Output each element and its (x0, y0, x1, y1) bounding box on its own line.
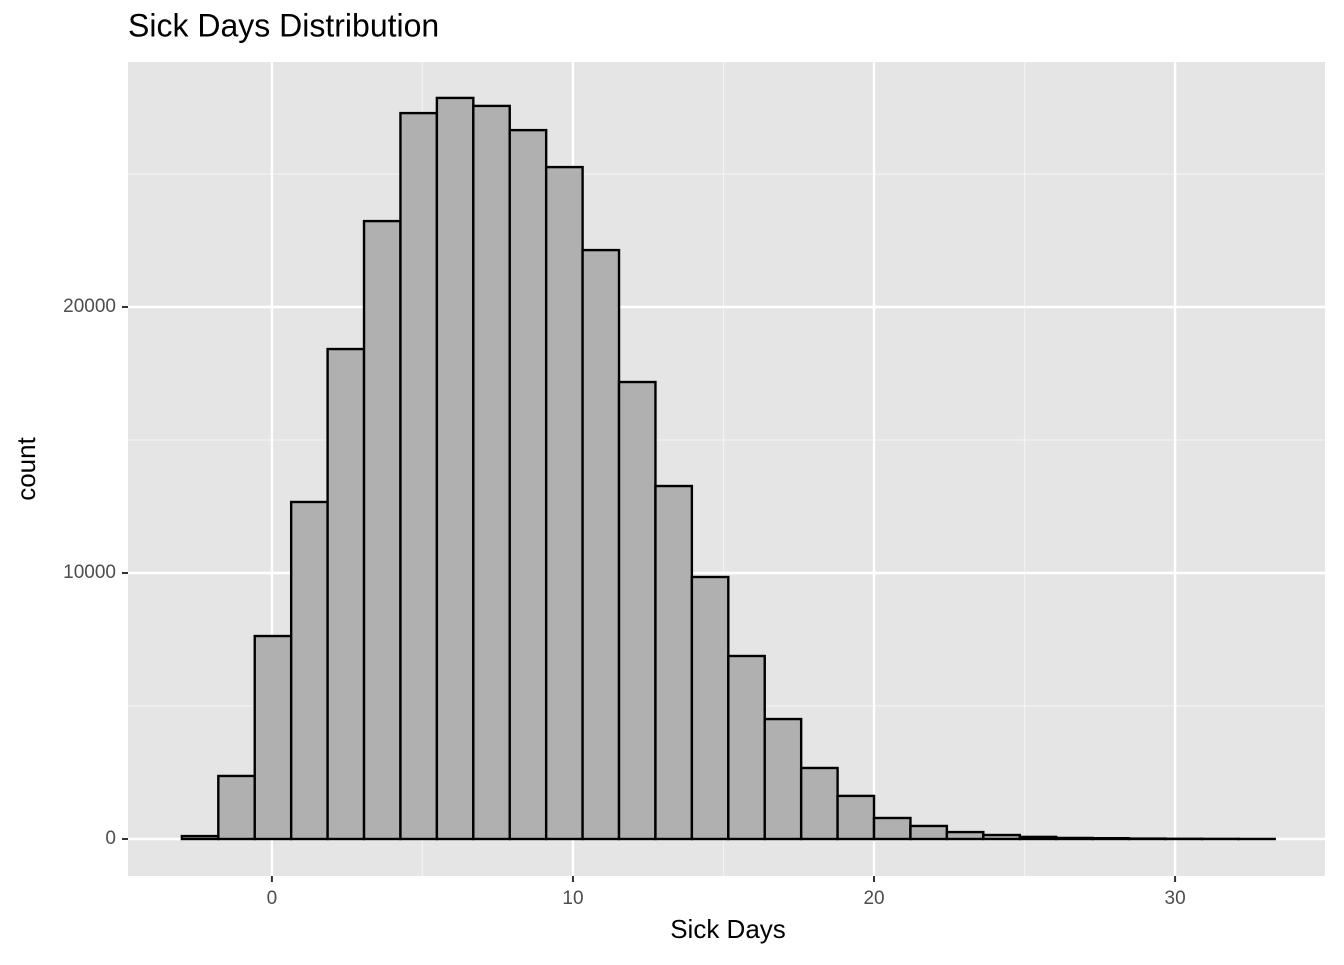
bar (364, 221, 400, 839)
x-axis-title: Sick Days (670, 914, 786, 944)
y-tick-label: 20000 (63, 296, 116, 317)
bar (765, 719, 801, 839)
x-tick-label: 10 (562, 888, 583, 909)
bar (838, 796, 874, 839)
bar (874, 818, 910, 839)
bar (328, 349, 364, 839)
bar (400, 113, 436, 839)
bar (182, 836, 218, 839)
bar (801, 768, 837, 839)
x-tick-label: 20 (863, 888, 884, 909)
x-tick-label: 30 (1165, 888, 1186, 909)
y-tick-label: 0 (105, 828, 116, 849)
bar (910, 826, 946, 839)
bar (1020, 837, 1056, 839)
bar (619, 382, 655, 839)
bar (473, 106, 509, 839)
bar (291, 502, 327, 839)
bar (1056, 838, 1092, 839)
bar (947, 832, 983, 839)
bar (983, 835, 1019, 839)
bar (437, 98, 473, 839)
bar (255, 636, 291, 839)
bar (546, 167, 582, 839)
bar (1093, 838, 1129, 839)
bar (218, 776, 254, 839)
bar (692, 577, 728, 839)
bar (510, 130, 546, 839)
y-axis-title: count (11, 436, 41, 500)
bar (655, 486, 691, 839)
x-tick-label: 0 (267, 888, 278, 909)
bar (728, 656, 764, 839)
bar (583, 250, 619, 839)
chart-title: Sick Days Distribution (128, 7, 439, 43)
y-tick-label: 10000 (63, 562, 116, 583)
